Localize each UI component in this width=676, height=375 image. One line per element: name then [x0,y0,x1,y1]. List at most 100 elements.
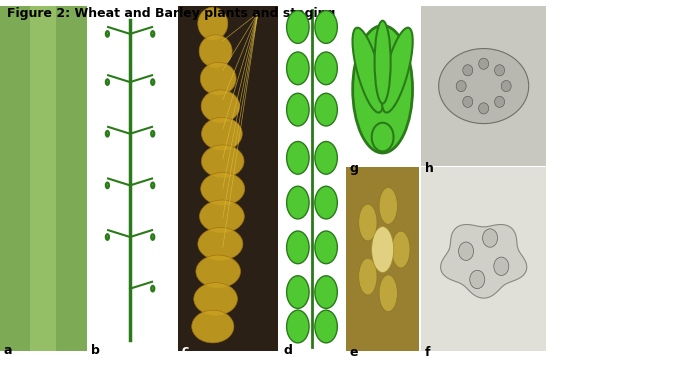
Ellipse shape [105,31,110,37]
Ellipse shape [105,79,110,85]
Bar [280,6,344,351]
Ellipse shape [359,258,377,295]
Ellipse shape [483,229,498,247]
Ellipse shape [107,183,108,187]
Text: e: e [349,346,358,360]
Ellipse shape [105,131,110,137]
Text: d: d [283,345,292,357]
Ellipse shape [151,286,153,290]
Ellipse shape [201,145,244,178]
Ellipse shape [107,83,108,84]
Ellipse shape [198,228,243,260]
Ellipse shape [479,103,489,114]
Ellipse shape [315,141,337,174]
Ellipse shape [470,270,485,289]
Ellipse shape [200,62,236,95]
Ellipse shape [107,134,108,136]
Ellipse shape [199,200,244,233]
Bar [421,6,546,166]
Ellipse shape [495,65,504,76]
Ellipse shape [151,286,155,292]
Ellipse shape [392,231,410,268]
Ellipse shape [315,276,337,309]
Ellipse shape [151,32,153,36]
Ellipse shape [152,238,153,239]
Ellipse shape [501,81,511,92]
Ellipse shape [198,7,228,40]
Ellipse shape [287,52,309,85]
Bar [88,6,176,351]
Ellipse shape [287,310,309,343]
Ellipse shape [379,188,397,224]
Bar [421,167,546,351]
Ellipse shape [463,65,473,76]
Text: a: a [3,345,12,357]
Bar [0,6,87,351]
Text: f: f [425,346,430,360]
Bar [178,6,278,351]
Ellipse shape [372,123,393,152]
Ellipse shape [152,34,153,36]
Text: b: b [91,345,100,357]
Bar [421,167,546,351]
Text: c: c [181,345,189,357]
Ellipse shape [315,52,337,85]
Ellipse shape [372,226,393,273]
Ellipse shape [495,96,504,107]
Ellipse shape [151,182,155,188]
Ellipse shape [194,283,237,315]
Ellipse shape [151,234,155,240]
Bar [421,6,546,166]
Ellipse shape [107,186,108,188]
Bar [346,6,419,166]
Ellipse shape [151,132,153,135]
Ellipse shape [201,172,245,205]
Ellipse shape [315,310,337,343]
Ellipse shape [287,141,309,174]
Ellipse shape [493,257,509,276]
Ellipse shape [287,276,309,309]
Ellipse shape [359,204,377,241]
Ellipse shape [201,90,239,123]
Ellipse shape [192,310,234,343]
Ellipse shape [287,186,309,219]
Ellipse shape [196,255,241,288]
Text: Figure 2: Wheat and Barley plants and staging: Figure 2: Wheat and Barley plants and st… [7,8,335,21]
Polygon shape [441,225,527,298]
Ellipse shape [352,28,383,112]
Ellipse shape [315,231,337,264]
Ellipse shape [315,93,337,126]
Ellipse shape [152,289,153,291]
Polygon shape [439,48,529,124]
Ellipse shape [375,21,391,104]
Ellipse shape [151,79,155,85]
Ellipse shape [353,26,412,153]
Ellipse shape [315,10,337,44]
Ellipse shape [479,58,489,69]
Text: g: g [349,162,358,175]
Bar [178,6,278,351]
Ellipse shape [151,183,153,187]
Ellipse shape [105,234,110,240]
Bar [30,6,56,351]
Ellipse shape [382,28,413,112]
Ellipse shape [287,10,309,44]
Ellipse shape [107,132,108,135]
Ellipse shape [107,80,108,84]
Ellipse shape [287,231,309,264]
Ellipse shape [105,182,110,188]
Ellipse shape [151,131,155,137]
Ellipse shape [456,81,466,92]
Ellipse shape [379,275,397,312]
Ellipse shape [152,186,153,188]
Ellipse shape [107,34,108,36]
Ellipse shape [287,93,309,126]
Text: h: h [425,162,433,175]
Ellipse shape [152,83,153,84]
Bar [0,6,87,351]
Ellipse shape [151,80,153,84]
Ellipse shape [107,238,108,239]
Ellipse shape [151,31,155,37]
Ellipse shape [107,235,108,238]
Ellipse shape [463,96,473,107]
